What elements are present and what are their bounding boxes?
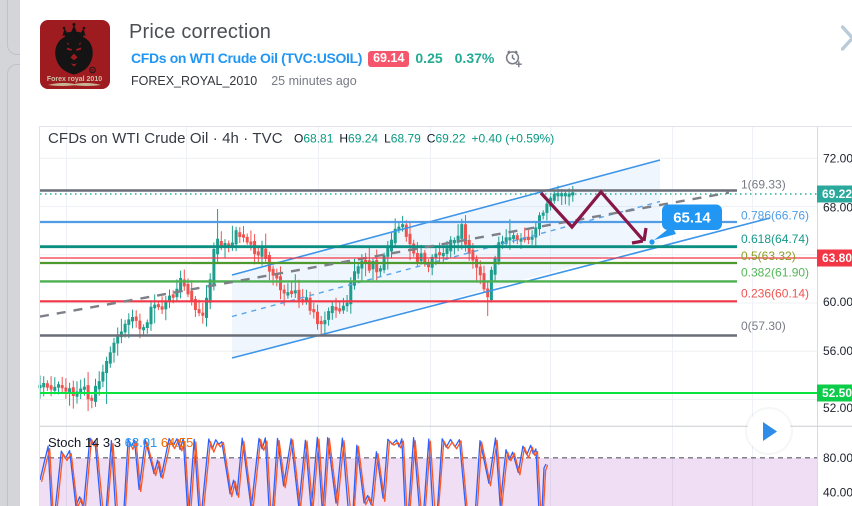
- svg-text:52.50: 52.50: [822, 386, 852, 400]
- svg-text:63.80: 63.80: [822, 251, 852, 265]
- svg-text:R: R: [91, 68, 94, 73]
- svg-text:52.00: 52.00: [823, 401, 852, 415]
- svg-text:69.22: 69.22: [822, 187, 852, 201]
- svg-text:40.00: 40.00: [823, 485, 852, 499]
- svg-text:0.5(63.32): 0.5(63.32): [741, 249, 796, 263]
- svg-text:72.00: 72.00: [823, 151, 852, 165]
- svg-text:65.14: 65.14: [673, 210, 711, 227]
- svg-text:0.382(61.90): 0.382(61.90): [741, 266, 809, 280]
- svg-text:80.00: 80.00: [823, 451, 852, 465]
- svg-text:Stoch 14 3 3 68.01 64.55: Stoch 14 3 3 68.01 64.55: [48, 435, 193, 450]
- svg-text:0(57.30): 0(57.30): [741, 319, 786, 333]
- svg-text:0.618(64.74): 0.618(64.74): [741, 232, 809, 246]
- svg-text:CFDs on WTI Crude Oil · 4h · T: CFDs on WTI Crude Oil · 4h · TVC: [48, 130, 283, 147]
- svg-text:68.00: 68.00: [823, 201, 852, 215]
- svg-text:1(69.33): 1(69.33): [741, 178, 786, 192]
- svg-text:56.00: 56.00: [823, 344, 852, 358]
- svg-text:Forex royal 2010: Forex royal 2010: [47, 76, 102, 83]
- svg-text:0.236(60.14): 0.236(60.14): [741, 287, 809, 301]
- svg-text:0.786(66.76): 0.786(66.76): [741, 209, 809, 223]
- svg-text:60.00: 60.00: [823, 295, 852, 309]
